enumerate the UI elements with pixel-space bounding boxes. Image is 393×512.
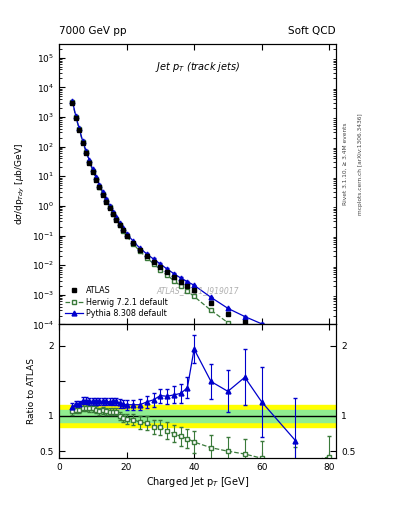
Text: Jet p$_{T}$ (track jets): Jet p$_{T}$ (track jets) [155,60,240,74]
Text: Soft QCD: Soft QCD [288,27,336,36]
Y-axis label: Ratio to ATLAS: Ratio to ATLAS [27,358,35,424]
Text: Rivet 3.1.10, ≥ 3.4M events: Rivet 3.1.10, ≥ 3.4M events [343,122,348,205]
Text: 7000 GeV pp: 7000 GeV pp [59,27,127,36]
Legend: ATLAS, Herwig 7.2.1 default, Pythia 8.308 default: ATLAS, Herwig 7.2.1 default, Pythia 8.30… [63,284,171,321]
X-axis label: Charged Jet p$_{T}$ [GeV]: Charged Jet p$_{T}$ [GeV] [146,475,249,489]
Text: mcplots.cern.ch [arXiv:1306.3436]: mcplots.cern.ch [arXiv:1306.3436] [358,113,363,215]
Y-axis label: d$\sigma$/dp$_{Tdy}$ [$\mu$b/GeV]: d$\sigma$/dp$_{Tdy}$ [$\mu$b/GeV] [15,143,28,225]
Text: ATLAS_2011_I919017: ATLAS_2011_I919017 [156,286,239,295]
